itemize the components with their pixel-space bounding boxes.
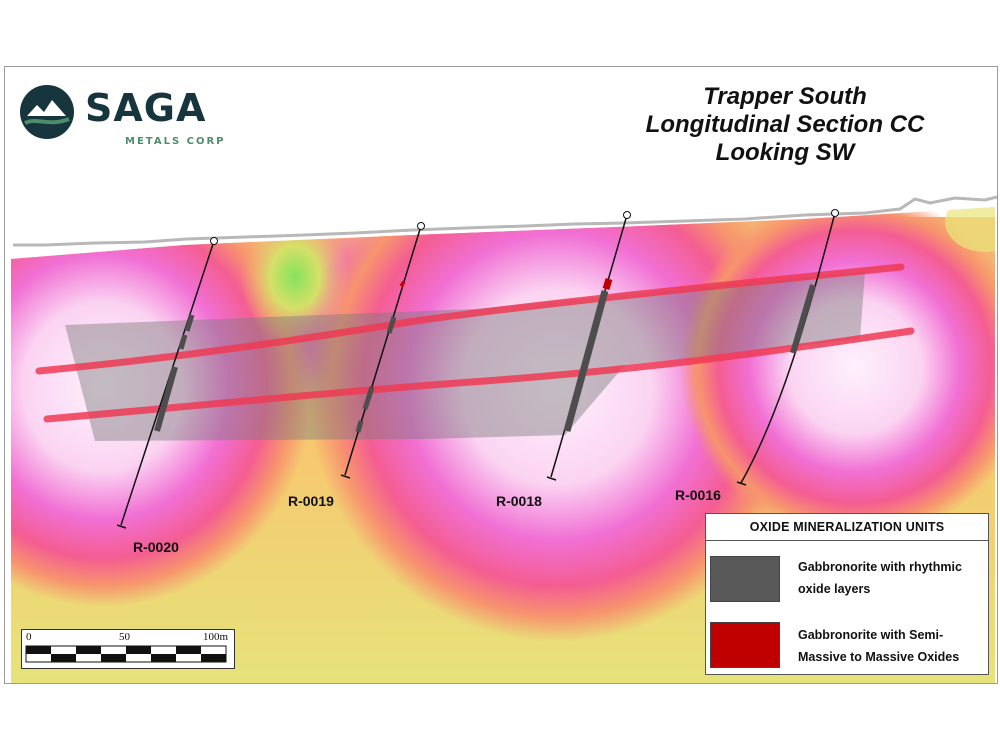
oxide-horizon-upper (35, 263, 905, 375)
oxide-horizon-lower (43, 327, 915, 423)
geophysics-field (11, 207, 995, 683)
scale-label-100m: 100m (203, 631, 229, 643)
drillhole-label-r-0019: R-0019 (288, 493, 334, 509)
legend-label-massive-oxide: Gabbronorite with Semi- Massive to Massi… (798, 628, 960, 664)
scale-label-0: 0 (26, 631, 32, 643)
legend-label-rhythmic-oxide: Gabbronorite with rhythmic oxide layers (798, 560, 962, 596)
drillhole-label-r-0020: R-0020 (133, 539, 179, 555)
scale-label-50: 50 (119, 631, 130, 643)
title-line-1: Trapper South (703, 83, 867, 110)
logo-subtitle: METALS CORP (125, 136, 226, 147)
title-line-2: Longitudinal Section CC (645, 111, 925, 138)
saga-logo-mark (20, 85, 74, 139)
drillhole-r-0019-trace (340, 222, 425, 479)
drillhole-r-0018-trace (546, 211, 631, 481)
drillhole-r-0016-trace (736, 209, 839, 486)
drillhole-r-0020-trace (116, 237, 218, 529)
legend-swatch-rhythmic-oxide (710, 556, 780, 602)
legend-divider (706, 540, 988, 541)
section-canvas (11, 195, 997, 683)
legend-title: OXIDE MINERALIZATION UNITS (749, 520, 945, 534)
scale-bar-graphic (25, 645, 227, 663)
drillhole-label-r-0018: R-0018 (496, 493, 542, 509)
legend: OXIDE MINERALIZATION UNITS Gabbronorite … (705, 513, 989, 675)
title-line-3: Looking SW (715, 139, 855, 166)
drillhole-label-r-0016: R-0016 (675, 487, 721, 503)
scale-bar: 0 50 100m (21, 629, 235, 669)
legend-swatch-massive-oxide (710, 622, 780, 668)
logo-wordmark: SAGA (85, 86, 207, 130)
saga-logo: SAGA METALS CORP (19, 81, 229, 151)
map-title: Trapper South Longitudinal Section CC Lo… (605, 83, 965, 167)
topography-line (13, 195, 997, 247)
section-map: SAGA METALS CORP Trapper South Longitudi… (4, 66, 998, 684)
